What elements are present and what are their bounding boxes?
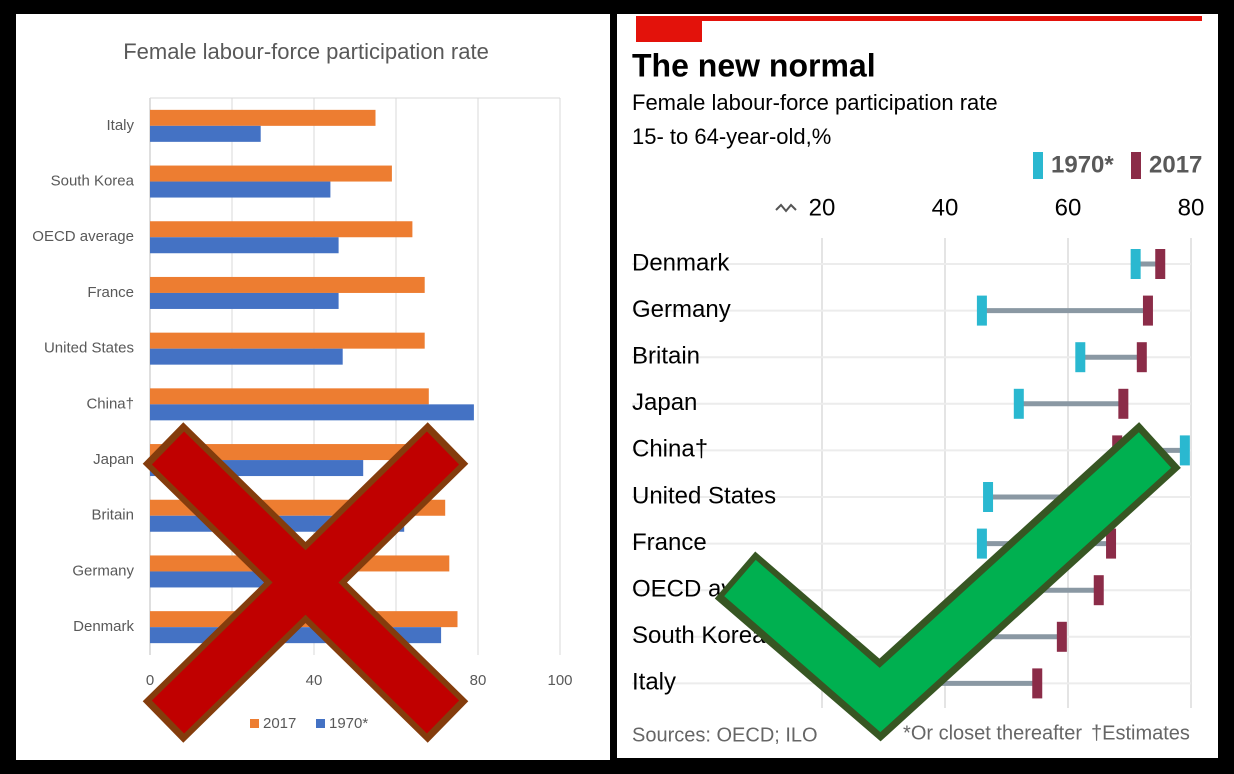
bar — [150, 292, 339, 309]
y-tick-label: France — [632, 529, 707, 556]
x-tick-label: 60 — [1055, 194, 1082, 221]
legend-swatch — [316, 719, 325, 728]
x-tick-label: 40 — [306, 672, 323, 689]
y-tick-label: Britain — [632, 343, 700, 370]
y-tick-label: France — [87, 284, 134, 301]
marker — [1013, 388, 1024, 419]
marker — [976, 528, 987, 559]
y-tick-label: China† — [86, 395, 134, 412]
y-tick-label: Britain — [91, 507, 134, 524]
x-tick-label: 20 — [809, 194, 836, 221]
y-tick-label: Japan — [632, 389, 697, 416]
y-tick-label: Denmark — [632, 249, 730, 276]
x-tick-label: 100 — [547, 672, 572, 689]
legend-swatch — [250, 719, 259, 728]
source: Sources: OECD; ILO — [632, 724, 818, 746]
wrong-mark — [142, 422, 469, 743]
marker — [976, 295, 987, 326]
bar — [150, 276, 425, 293]
marker — [1093, 575, 1104, 606]
left-panel — [16, 14, 610, 760]
marker — [1056, 621, 1067, 652]
axis-break — [775, 203, 797, 213]
legend-label: 1970* — [329, 715, 368, 732]
y-tick-label: Italy — [632, 669, 676, 696]
bar — [150, 444, 433, 461]
chart-title: Female labour-force participation rate — [123, 39, 489, 64]
x-tick-label: 40 — [932, 194, 959, 221]
bar — [150, 181, 331, 198]
bar — [150, 237, 339, 254]
legend-swatch — [1033, 152, 1043, 179]
check — [724, 432, 1172, 733]
bar — [150, 125, 261, 142]
y-tick-label: Germany — [632, 296, 731, 323]
legend-label: 2017 — [1149, 151, 1202, 178]
marker — [1136, 342, 1147, 373]
y-tick-label: OECD average — [32, 228, 134, 245]
marker — [1118, 388, 1129, 419]
y-tick-label: Germany — [72, 562, 134, 579]
footnote: *Or closet thereafter — [903, 722, 1082, 744]
bar — [150, 165, 392, 182]
marker — [1106, 528, 1117, 559]
bar — [150, 404, 474, 421]
bar — [150, 388, 429, 405]
x-tick-label: 80 — [470, 672, 487, 689]
y-tick-label: Japan — [93, 451, 134, 468]
cross — [151, 431, 460, 734]
marker — [1179, 435, 1190, 466]
legend-label: 1970* — [1051, 151, 1114, 178]
legend-swatch — [1131, 152, 1141, 179]
marker — [1130, 249, 1141, 279]
chart-title: The new normal — [632, 47, 876, 83]
y-tick-label: United States — [632, 482, 776, 509]
marker — [1075, 342, 1086, 373]
brand-line — [636, 16, 1202, 21]
x-tick-label: 0 — [146, 672, 154, 689]
x-tick-label: 80 — [1178, 194, 1205, 221]
unit-label: 15- to 64-year-old,% — [632, 124, 831, 149]
marker — [1155, 249, 1166, 279]
bar — [150, 109, 376, 126]
footnote: †Estimates — [1091, 722, 1190, 744]
y-tick-label: Denmark — [73, 618, 134, 635]
bar — [150, 348, 343, 365]
y-tick-label: South Korea — [51, 173, 135, 190]
marker — [1032, 668, 1043, 699]
right-mark — [714, 422, 1181, 742]
chart-subtitle: Female labour-force participation rate — [632, 90, 998, 115]
right-chart: The new normal Female labour-force parti… — [632, 16, 1204, 746]
bar — [150, 221, 413, 238]
y-tick-label: China† — [632, 436, 708, 463]
y-tick-label: United States — [44, 340, 134, 357]
bar — [150, 332, 425, 349]
legend-label: 2017 — [263, 715, 296, 732]
y-tick-label: South Korea — [632, 622, 766, 649]
marker — [1142, 295, 1153, 326]
y-tick-label: Italy — [106, 117, 134, 134]
marker — [983, 482, 994, 512]
